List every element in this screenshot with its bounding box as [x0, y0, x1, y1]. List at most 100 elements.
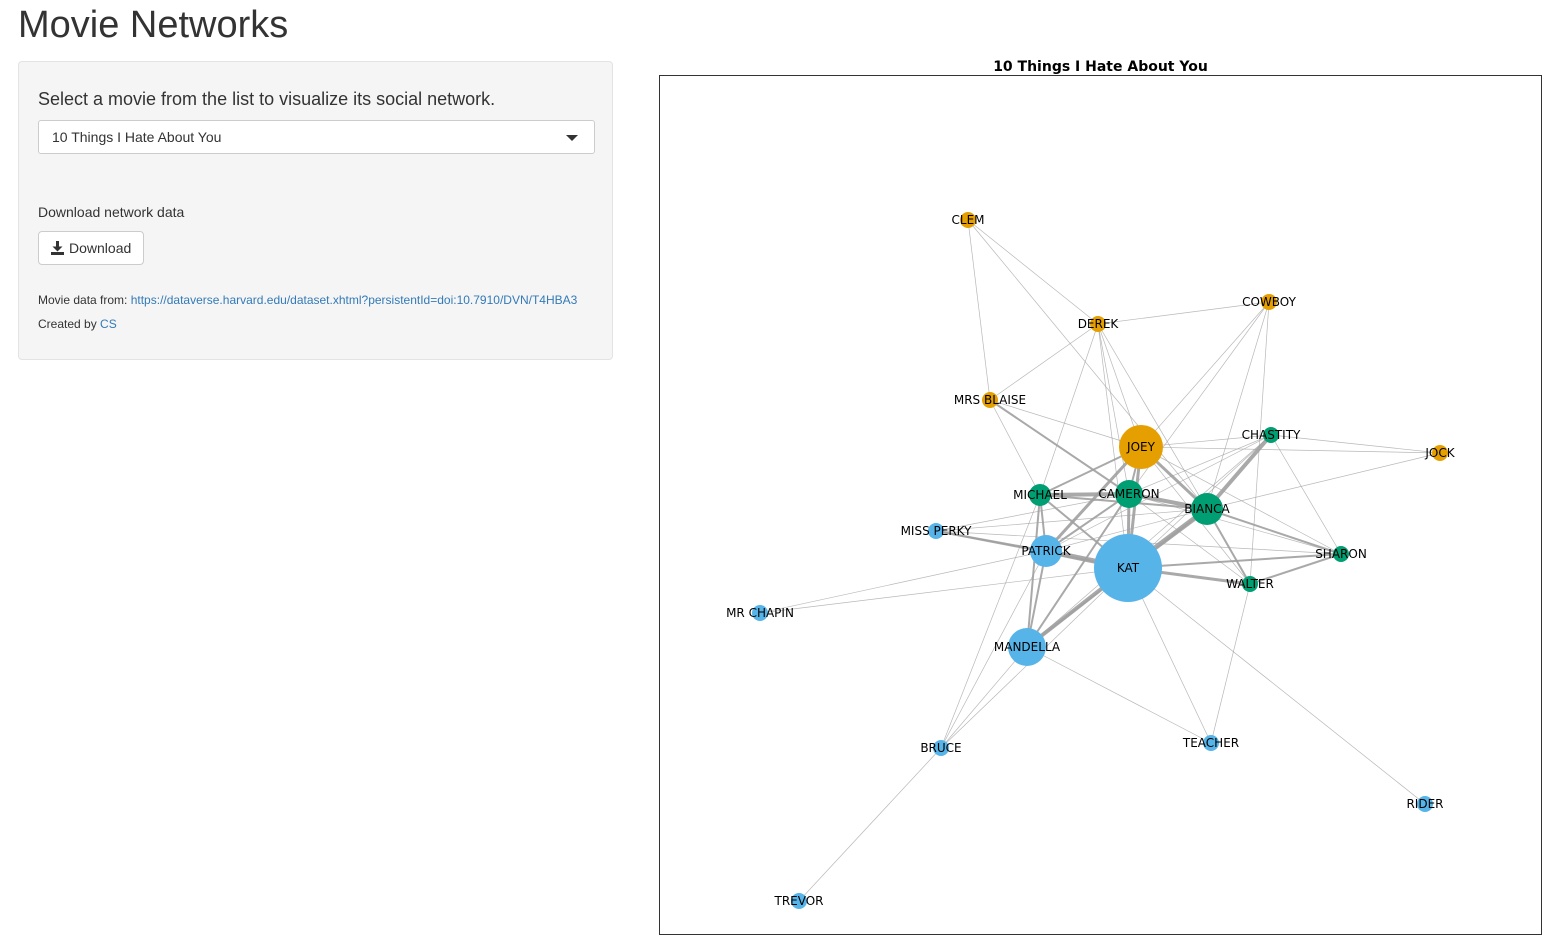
- network-edge: [1210, 583, 1251, 744]
- sidebar-panel: Select a movie from the list to visualiz…: [18, 61, 613, 360]
- creator-link[interactable]: CS: [100, 317, 117, 331]
- download-button[interactable]: Download: [38, 231, 145, 265]
- network-node-label: PATRICK: [1021, 544, 1071, 558]
- network-node-label: JOEY: [1126, 440, 1156, 454]
- network-edge: [759, 550, 1047, 614]
- network-edge: [1097, 323, 1130, 495]
- page-title: Movie Networks: [18, 4, 289, 46]
- network-node: [1417, 796, 1433, 812]
- network-edge: [798, 747, 942, 902]
- movie-select-label: Select a movie from the list to visualiz…: [38, 89, 496, 109]
- network-edge: [935, 530, 1047, 552]
- network-edge: [1045, 493, 1130, 552]
- network-edge: [1127, 567, 1426, 805]
- network-edge: [1026, 494, 1041, 648]
- network-edge: [1205, 433, 1273, 511]
- creator-label: Created by: [38, 317, 97, 331]
- network-node: [1119, 425, 1163, 469]
- network-edge: [1140, 301, 1270, 448]
- network-edge: [1206, 508, 1342, 555]
- network-edge: [1045, 434, 1272, 552]
- network-node-label: MICHAEL: [1013, 488, 1067, 502]
- network-node: [933, 740, 949, 756]
- network-node: [1263, 427, 1279, 443]
- network-edge: [1026, 646, 1212, 744]
- network-node: [1029, 484, 1051, 506]
- download-label: Download network data: [38, 204, 185, 220]
- network-edge: [1128, 434, 1272, 495]
- network-edge: [940, 646, 1028, 749]
- network-edge: [1249, 301, 1270, 585]
- network-node: [1191, 493, 1223, 525]
- network-node: [1261, 294, 1277, 310]
- network-edge: [1097, 323, 1129, 569]
- network-edge: [1097, 301, 1270, 325]
- network-edge: [1039, 492, 1130, 497]
- network-node: [791, 893, 807, 909]
- network-node-label: BRUCE: [920, 741, 961, 755]
- movie-select-value: 10 Things I Hate About You: [52, 129, 222, 145]
- network-edge: [1026, 493, 1130, 648]
- network-edge: [967, 219, 1099, 325]
- network-edge: [1249, 553, 1342, 585]
- network-node: [960, 212, 976, 228]
- network-node: [982, 392, 998, 408]
- network-edge: [1097, 323, 1208, 510]
- network-node: [1008, 628, 1046, 666]
- network-node-label: COWBOY: [1242, 295, 1297, 309]
- network-edge: [1127, 553, 1342, 569]
- network-edge: [1026, 434, 1272, 648]
- network-node-label: TREVOR: [773, 894, 823, 908]
- network-plot: [659, 75, 1542, 935]
- creator-line: Created by CS: [38, 317, 117, 331]
- data-source-label: Movie data from:: [38, 293, 128, 307]
- network-node-label: TEACHER: [1182, 736, 1239, 750]
- network-node: [752, 605, 768, 621]
- network-edge: [1206, 452, 1441, 510]
- network-node-label: RIDER: [1406, 797, 1443, 811]
- network-edge: [989, 323, 1099, 401]
- caret-down-icon: [566, 135, 578, 141]
- network-node-label: MISS PERKY: [901, 524, 973, 538]
- network-node: [1030, 535, 1062, 567]
- network-edge: [989, 399, 1041, 496]
- network-node-label: MRS BLAISE: [954, 393, 1026, 407]
- network-node: [1333, 546, 1349, 562]
- network-node-label: MR CHAPIN: [726, 606, 794, 620]
- network-edge: [940, 550, 1047, 749]
- network-edge: [989, 399, 1142, 448]
- network-edge: [1039, 323, 1099, 496]
- network-node-label: KAT: [1117, 561, 1140, 575]
- network-node-label: CAMERON: [1098, 487, 1159, 501]
- data-source-link[interactable]: https://dataverse.harvard.edu/dataset.xh…: [130, 293, 578, 307]
- data-source-line: Movie data from: https://dataverse.harva…: [38, 293, 577, 307]
- movie-select[interactable]: 10 Things I Hate About You: [38, 120, 595, 154]
- network-edge: [1140, 446, 1441, 454]
- network-edge: [989, 399, 1130, 495]
- network-edge: [1045, 508, 1208, 552]
- network-edge: [1128, 493, 1251, 585]
- network-edge: [1206, 301, 1270, 510]
- network-edge: [940, 494, 1041, 749]
- network-node-label: JOCK: [1424, 446, 1455, 460]
- network-edge: [1270, 434, 1342, 555]
- network-node-label: DEREK: [1078, 317, 1120, 331]
- network-node: [1242, 576, 1258, 592]
- network-node: [1090, 316, 1106, 332]
- network-node-label: BIANCA: [1184, 502, 1230, 516]
- network-title: 10 Things I Hate About You: [993, 59, 1208, 75]
- network-node: [1094, 534, 1162, 602]
- download-button-label: Download: [69, 240, 132, 256]
- network-node: [1115, 480, 1143, 508]
- network-node: [928, 523, 944, 539]
- network-node-label: CHASTITY: [1242, 428, 1301, 442]
- download-icon: [51, 241, 64, 255]
- network-node-label: WALTER: [1226, 577, 1274, 591]
- network-node: [1203, 735, 1219, 751]
- network-node-label: SHARON: [1315, 547, 1367, 561]
- network-node-label: MANDELLA: [994, 640, 1061, 654]
- network-edge: [935, 508, 1208, 532]
- network-node-label: CLEM: [952, 213, 985, 227]
- network-edge: [1128, 493, 1342, 555]
